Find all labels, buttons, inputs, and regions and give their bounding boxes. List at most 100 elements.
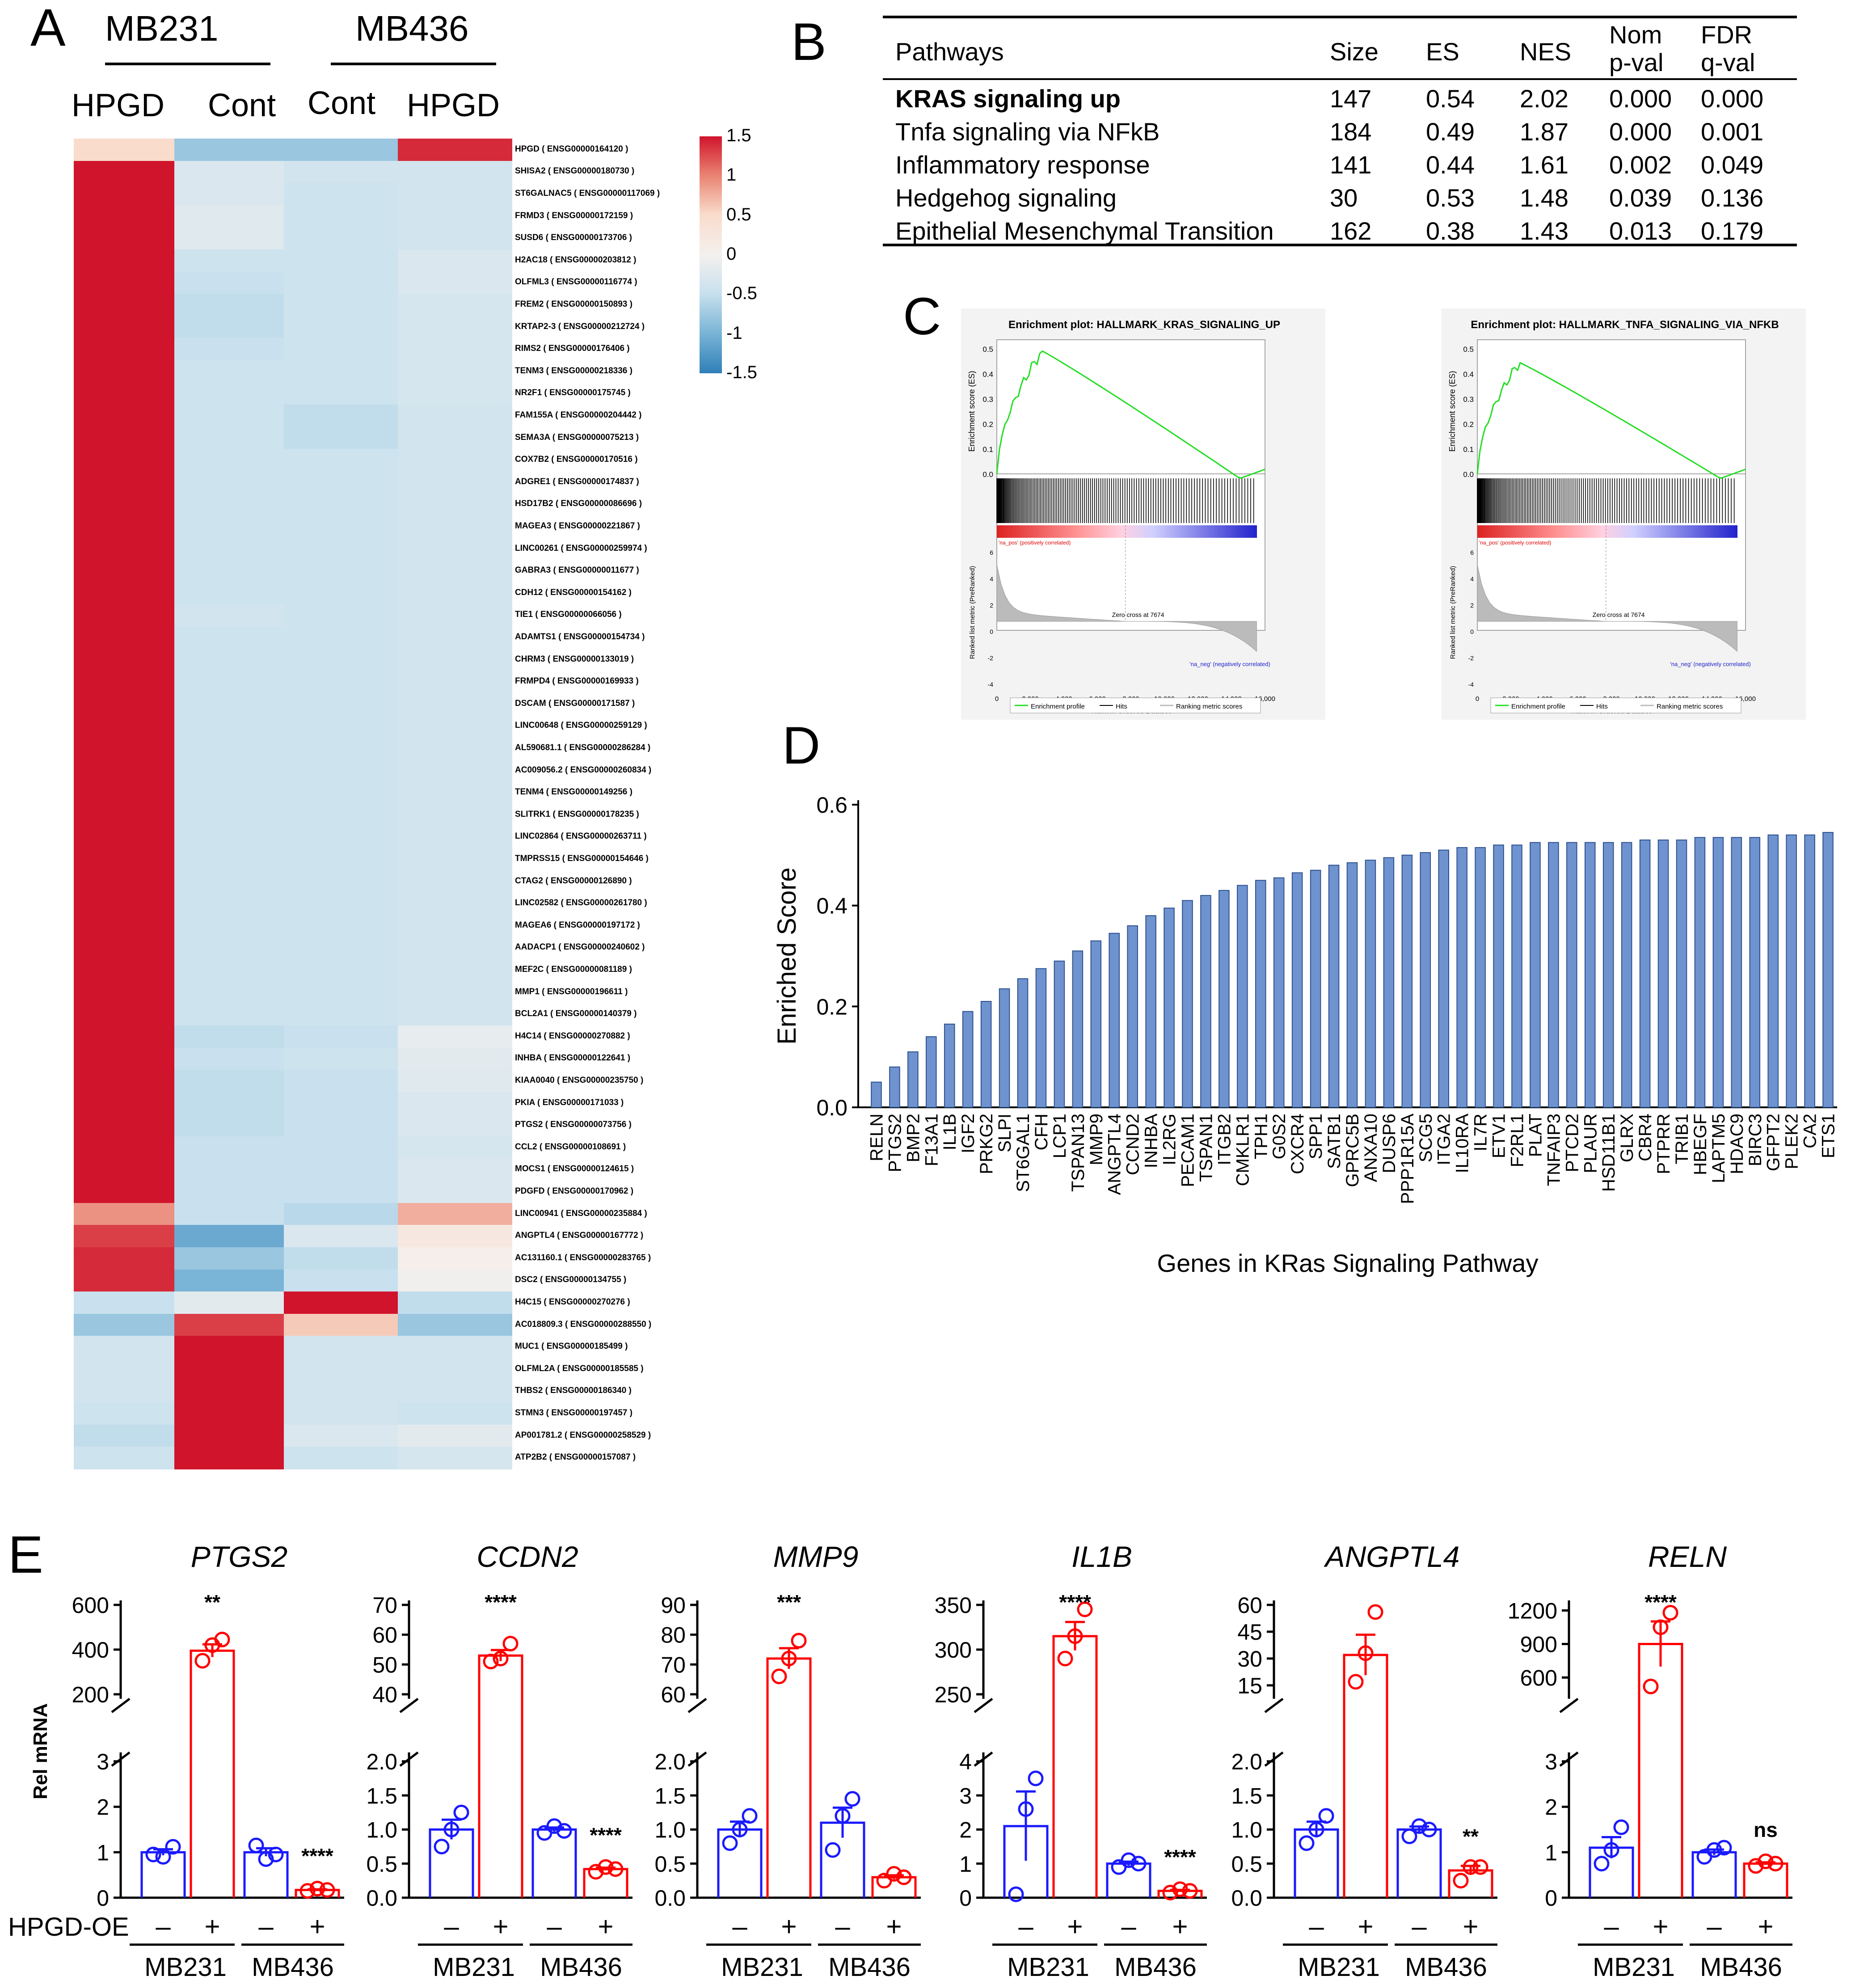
heatmap-cell bbox=[174, 1380, 284, 1403]
bar-plek2 bbox=[1786, 834, 1797, 1108]
qpcr-treatment-sign: + bbox=[309, 1912, 325, 1942]
heatmap-cell bbox=[284, 537, 398, 561]
qpcr-y-tick: 70 bbox=[372, 1593, 397, 1618]
qpcr-plot-reln: RELN 0 1 2 3 600 900 1200 – **** + – ns + MB231 MB436 bbox=[1508, 1540, 1792, 1982]
heatmap-gene-label: KRTAP2-3 ( ENSG00000212724 ) bbox=[515, 321, 645, 331]
bar-category-label: BIRC3 bbox=[1746, 1114, 1765, 1166]
bar-il1b bbox=[944, 1023, 955, 1108]
qpcr-group-label: MB231 bbox=[1298, 1953, 1380, 1982]
heatmap-cell bbox=[74, 560, 175, 582]
bar-lcp1 bbox=[1054, 960, 1065, 1108]
heatmap-cell bbox=[398, 759, 512, 782]
heatmap-legend-tick: 0.5 bbox=[726, 204, 751, 224]
qpcr-point bbox=[214, 1632, 230, 1647]
heatmap-cell bbox=[174, 781, 284, 804]
heatmap-cell bbox=[284, 449, 398, 472]
bar-category-label: SPP1 bbox=[1306, 1114, 1326, 1159]
gsea-rank-tick: -2 bbox=[988, 654, 994, 662]
bar-category-label: PTPRR bbox=[1654, 1114, 1674, 1174]
heatmap-cell bbox=[174, 560, 284, 582]
heatmap-cell bbox=[284, 405, 398, 427]
heatmap-cell bbox=[398, 671, 512, 693]
gsea-rank-tick: 4 bbox=[990, 575, 993, 582]
heatmap-cell bbox=[174, 449, 284, 472]
heatmap-cell bbox=[398, 1336, 512, 1359]
qpcr-point bbox=[825, 1842, 841, 1858]
gsea-plots: Enrichment plot: HALLMARK_KRAS_SIGNALING… bbox=[961, 308, 1806, 720]
heatmap-gene-label: MUC1 ( ENSG00000185499 ) bbox=[515, 1342, 628, 1351]
heatmap-gene-label: HSD17B2 ( ENSG00000086696 ) bbox=[515, 499, 642, 509]
heatmap-cell bbox=[174, 1181, 284, 1203]
panel-label-b: B bbox=[791, 13, 826, 72]
qpcr-y-tick: 250 bbox=[935, 1682, 972, 1707]
heatmap-cell bbox=[398, 693, 512, 716]
bar-f2rl1 bbox=[1511, 844, 1522, 1108]
qpcr-group-label: MB231 bbox=[1007, 1953, 1089, 1982]
heatmap-cell bbox=[74, 604, 175, 627]
qpcr-point bbox=[771, 1668, 787, 1684]
qpcr-mean-bar bbox=[1343, 1654, 1388, 1898]
qpcr-point bbox=[1367, 1604, 1383, 1620]
heatmap-cell bbox=[398, 1292, 512, 1314]
qpcr-point bbox=[1028, 1770, 1044, 1786]
qpcr-point bbox=[1182, 1883, 1198, 1899]
table-header-nes: NES bbox=[1520, 38, 1572, 66]
heatmap-col-1: HPGD bbox=[72, 88, 165, 123]
table-pathway-name: Inflammatory response bbox=[895, 151, 1150, 179]
qpcr-treatment-sign: + bbox=[1067, 1912, 1083, 1942]
bar-prkg2 bbox=[980, 1001, 992, 1108]
heatmap-col-2: Cont bbox=[208, 88, 276, 123]
bar-anxa10 bbox=[1365, 860, 1376, 1108]
table-cell: 0.38 bbox=[1426, 217, 1475, 245]
heatmap-cell bbox=[174, 1003, 284, 1026]
heatmap-cell bbox=[284, 1292, 398, 1314]
qpcr-y-tick: 2 bbox=[959, 1818, 972, 1843]
heatmap-legend-tick: 1 bbox=[726, 165, 737, 185]
qpcr-point bbox=[1716, 1840, 1732, 1856]
heatmap-cell bbox=[174, 737, 284, 760]
heatmap-cell bbox=[284, 582, 398, 605]
bar-category-label: TSPAN13 bbox=[1068, 1114, 1088, 1192]
heatmap-cell bbox=[398, 338, 512, 361]
qpcr-treatment-sign: + bbox=[1463, 1912, 1478, 1942]
gsea-zero-cross-label: Zero cross at 7674 bbox=[1112, 611, 1164, 618]
heatmap-legend-tick: -0.5 bbox=[726, 283, 757, 304]
heatmap-cell bbox=[74, 1092, 175, 1115]
bar-category-label: IL1B bbox=[940, 1114, 960, 1150]
qpcr-significance: ** bbox=[1463, 1825, 1479, 1848]
heatmap-cell bbox=[284, 471, 398, 494]
heatmap-gene-label: AC131160.1 ( ENSG00000283765 ) bbox=[515, 1253, 651, 1262]
bar-pecam1 bbox=[1182, 900, 1193, 1108]
qpcr-point bbox=[1130, 1856, 1147, 1872]
heatmap-cell bbox=[74, 1447, 175, 1469]
heatmap-gene-label: SEMA3A ( ENSG00000075213 ) bbox=[515, 432, 639, 442]
heatmap-cell bbox=[174, 1358, 284, 1381]
qpcr-treatment-sign: + bbox=[1653, 1912, 1668, 1942]
gsea-es-tick: 0.0 bbox=[982, 470, 993, 479]
qpcr-axis-break bbox=[974, 1698, 993, 1713]
heatmap-cell bbox=[284, 648, 398, 671]
heatmap-cell bbox=[398, 1203, 512, 1226]
qpcr-point bbox=[1643, 1679, 1659, 1694]
heatmap-gene-label: PKIA ( ENSG00000171033 ) bbox=[515, 1097, 624, 1107]
heatmap-cell bbox=[74, 1247, 175, 1270]
gsea-rank-tick: 0 bbox=[1470, 628, 1474, 635]
bar-category-label: ST6GAL1 bbox=[1013, 1114, 1033, 1192]
qpcr-point bbox=[1172, 1881, 1188, 1897]
gsea-es-ylabel: Enrichment score (ES) bbox=[1448, 371, 1457, 452]
heatmap-cell bbox=[74, 537, 175, 561]
heatmap-cell bbox=[284, 826, 398, 849]
bar-category-label: ANXA10 bbox=[1361, 1114, 1381, 1182]
bar-category-label: PLAT bbox=[1526, 1114, 1545, 1157]
heatmap-gene-label: H4C14 ( ENSG00000270882 ) bbox=[515, 1031, 630, 1041]
qpcr-group-label: MB436 bbox=[540, 1953, 622, 1982]
qpcr-y-tick: 400 bbox=[72, 1638, 109, 1663]
bar-category-label: TRIB1 bbox=[1672, 1114, 1692, 1164]
gsea-es-tick: 0.3 bbox=[1463, 395, 1474, 404]
heatmap-cell bbox=[398, 493, 512, 516]
table-cell: 0.44 bbox=[1426, 151, 1475, 179]
qpcr-point bbox=[258, 1851, 274, 1867]
heatmap-cell bbox=[398, 648, 512, 671]
heatmap-cell bbox=[174, 471, 284, 494]
heatmap-cell bbox=[74, 1269, 175, 1292]
